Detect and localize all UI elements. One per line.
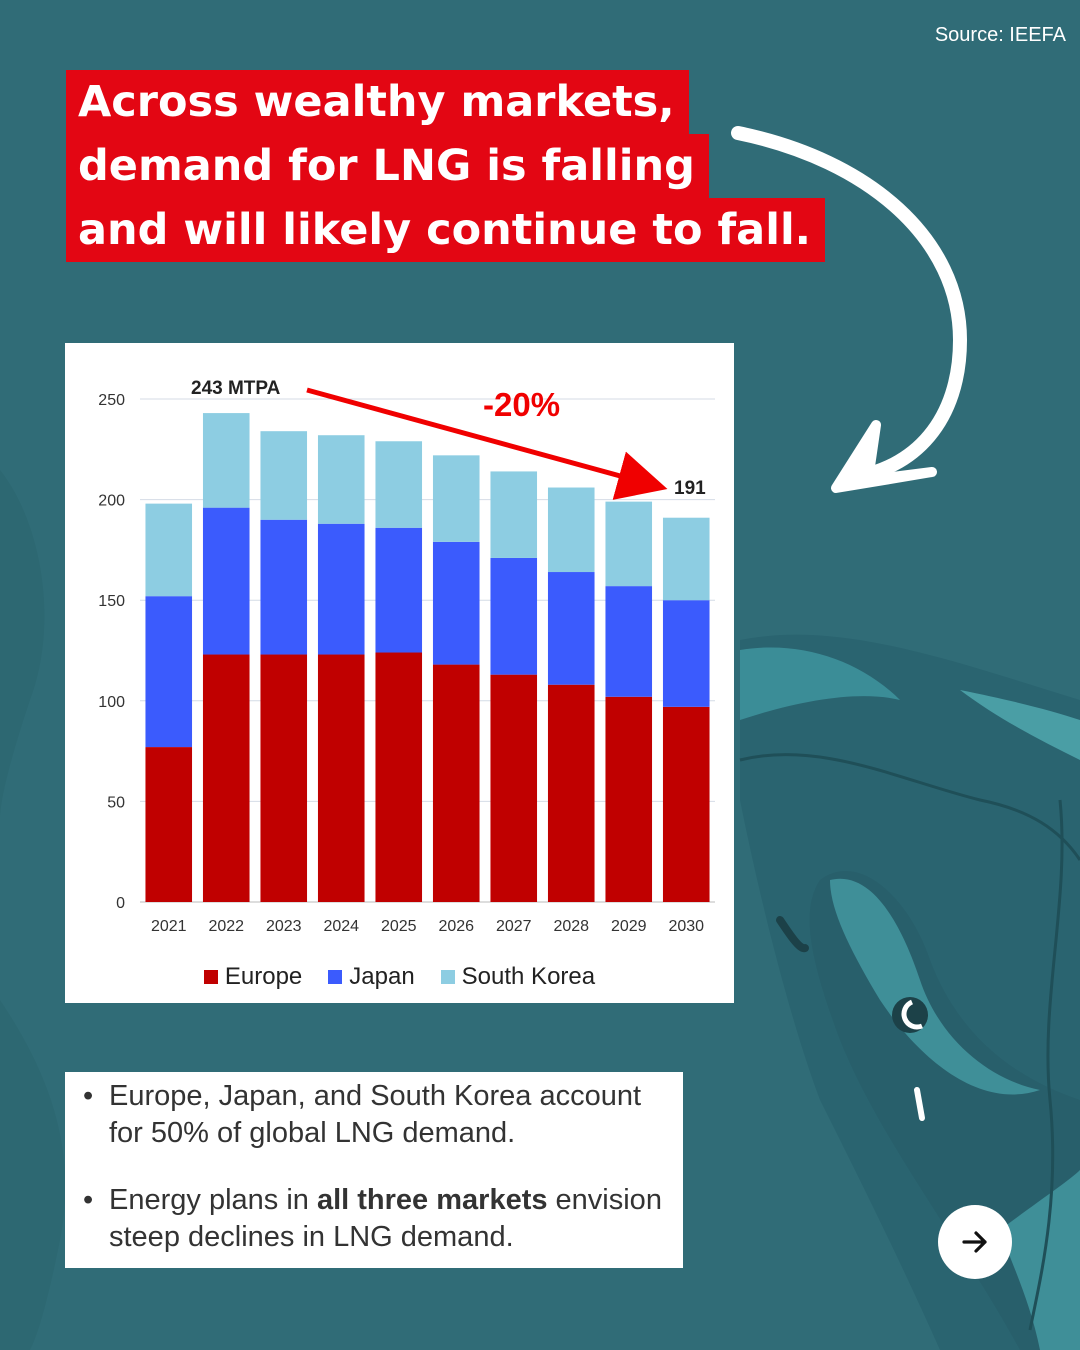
bar-japan-2030 — [662, 600, 710, 707]
bar-south-korea-2028 — [547, 487, 595, 573]
source-label: Source: IEEFA — [934, 24, 1066, 46]
bar-europe-2027 — [490, 674, 538, 902]
bar-japan-2021 — [145, 596, 193, 748]
x-tick-label: 2024 — [323, 918, 359, 935]
bar-europe-2030 — [662, 706, 710, 902]
note-text: Europe, Japan, and South Korea account f… — [109, 1080, 642, 1149]
headline-line-2: demand for LNG is falling — [66, 134, 709, 198]
headline-line-1: Across wealthy markets, — [66, 70, 689, 134]
bar-japan-2028 — [547, 572, 595, 685]
legend-label-japan: Japan — [349, 963, 415, 990]
x-tick-label: 2027 — [496, 918, 532, 935]
note-text-bold: all three markets — [316, 1184, 548, 1216]
y-tick-label: 50 — [107, 794, 125, 811]
bar-japan-2026 — [432, 541, 480, 665]
note-text-post: envision steep declines in LNG demand. — [109, 1184, 662, 1253]
start-value-label: 243 MTPA — [191, 378, 281, 399]
y-tick-label: 0 — [116, 895, 125, 912]
whale-illustration — [0, 470, 1080, 1350]
bar-japan-2023 — [260, 519, 308, 655]
bar-japan-2025 — [375, 527, 423, 653]
end-value-label: 191 — [674, 478, 706, 499]
bar-south-korea-2024 — [317, 435, 365, 524]
legend-label-south-korea: South Korea — [461, 963, 596, 990]
bar-europe-2029 — [605, 696, 653, 902]
headline: Across wealthy markets, demand for LNG i… — [66, 70, 826, 262]
x-tick-label: 2030 — [668, 918, 704, 935]
note-item: • Europe, Japan, and South Korea account… — [83, 1078, 665, 1152]
trend-arrow — [306, 387, 668, 500]
bar-europe-2026 — [432, 664, 480, 902]
y-tick-label: 250 — [98, 392, 125, 409]
bar-japan-2029 — [605, 586, 653, 697]
legend-item-south-korea: South Korea — [440, 963, 596, 991]
bar-europe-2022 — [202, 654, 250, 902]
bar-japan-2024 — [317, 523, 365, 655]
bar-south-korea-2026 — [432, 455, 480, 542]
bar-south-korea-2029 — [605, 501, 653, 587]
bar-japan-2027 — [490, 557, 538, 675]
x-tick-label: 2023 — [266, 918, 302, 935]
headline-line-3: and will likely continue to fall. — [66, 198, 826, 262]
x-tick-label: 2029 — [611, 918, 647, 935]
x-tick-label: 2026 — [438, 918, 474, 935]
bar-south-korea-2027 — [490, 471, 538, 558]
y-tick-label: 200 — [98, 493, 125, 510]
note-text-pre: Energy plans in — [109, 1184, 317, 1216]
bar-europe-2028 — [547, 684, 595, 902]
chart-card: 0 50 100 150 200 250 2021 2022 2023 2024 2025 2026 2… — [65, 343, 734, 1003]
bar-south-korea-2025 — [375, 441, 423, 528]
x-tick-label: 2022 — [208, 918, 244, 935]
bar-europe-2024 — [317, 654, 365, 902]
x-tick-label: 2028 — [553, 918, 589, 935]
arrow-right-icon — [962, 1231, 987, 1253]
bar-europe-2025 — [375, 652, 423, 902]
bar-japan-2022 — [202, 507, 250, 655]
legend-item-europe: Europe — [203, 963, 303, 991]
bar-south-korea-2023 — [260, 431, 308, 520]
bullet-icon: • — [83, 1184, 94, 1216]
bar-south-korea-2030 — [662, 517, 710, 601]
x-tick-label: 2025 — [381, 918, 417, 935]
next-button[interactable] — [938, 1205, 1012, 1279]
change-percent-label: -20% — [483, 386, 560, 423]
y-tick-label: 150 — [98, 593, 125, 610]
notes-box: • Europe, Japan, and South Korea account… — [65, 1072, 683, 1268]
note-item: • Energy plans in all three markets envi… — [83, 1182, 665, 1256]
chart-legend: Europe Japan South Korea — [65, 963, 734, 991]
bullet-icon: • — [83, 1080, 94, 1112]
legend-swatch-south-korea — [440, 970, 455, 984]
curved-arrow-icon — [731, 126, 968, 493]
legend-label-europe: Europe — [224, 963, 303, 990]
note-text: Energy plans in all three markets envisi… — [109, 1182, 665, 1256]
x-tick-label: 2021 — [151, 918, 187, 935]
y-tick-label: 100 — [98, 694, 125, 711]
stacked-bar-chart: 0 50 100 150 200 250 2021 2022 2023 2024 2025 2026 2… — [98, 378, 715, 935]
bar-europe-2021 — [145, 747, 193, 902]
bar-south-korea-2021 — [145, 503, 193, 597]
legend-swatch-europe — [203, 970, 218, 984]
bar-europe-2023 — [260, 654, 308, 902]
legend-swatch-japan — [328, 970, 343, 984]
legend-item-japan: Japan — [328, 963, 415, 991]
bar-south-korea-2022 — [202, 413, 250, 508]
